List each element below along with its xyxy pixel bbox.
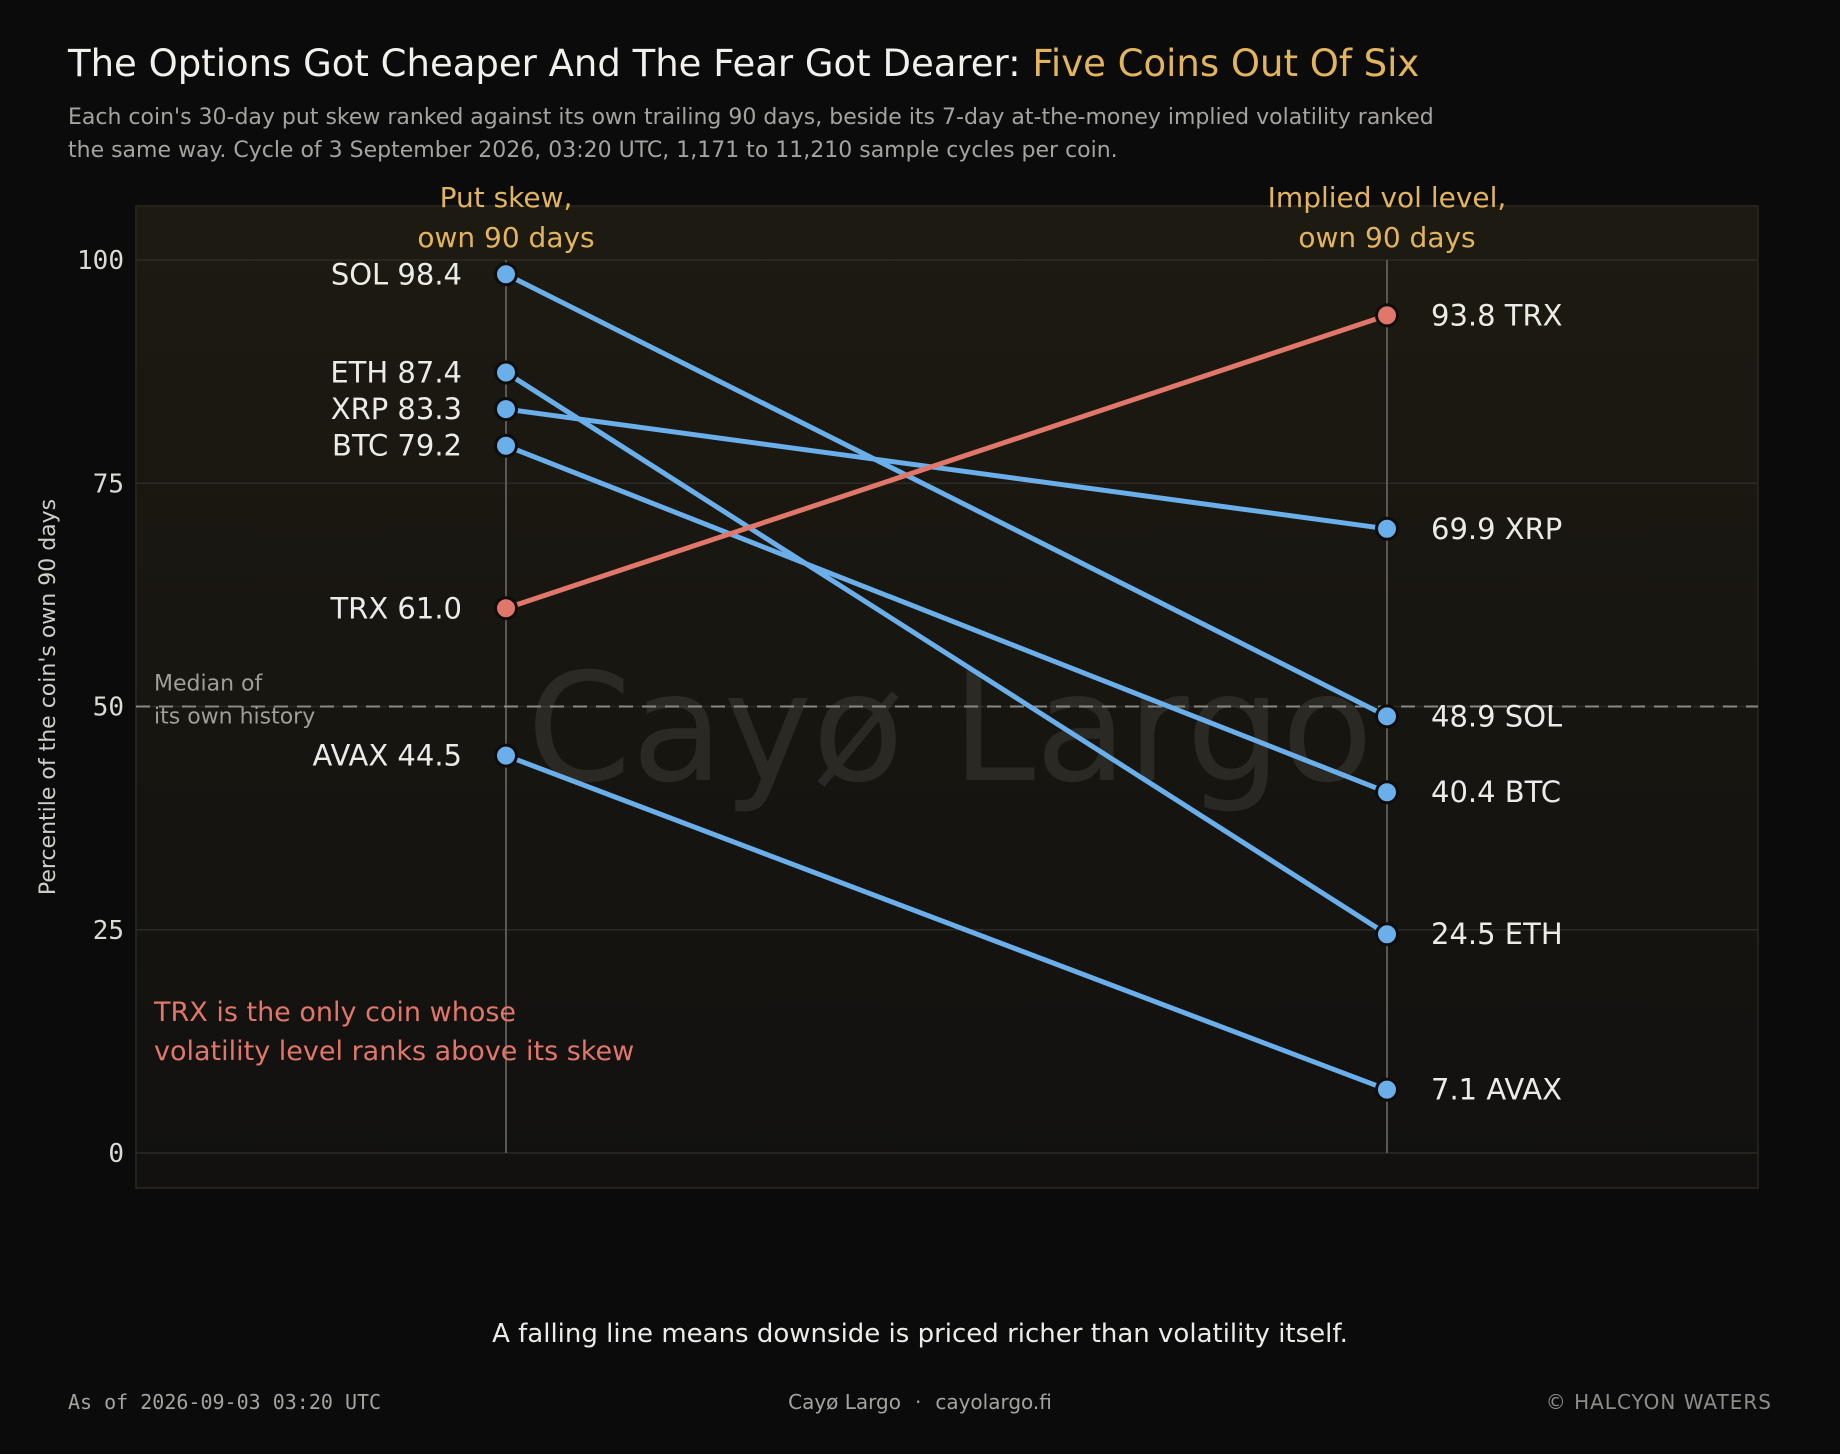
label-sol-vol: 48.9 SOL: [1431, 699, 1562, 733]
label-xrp-skew: XRP 83.3: [331, 392, 462, 426]
chart-caption: A falling line means downside is priced …: [492, 1319, 1348, 1349]
point-labels: SOL 98.4 48.9 SOL ETH 87.4 24.5 ETH XRP 83.3…: [313, 257, 1563, 1106]
point-xrp-vol: [1375, 516, 1399, 541]
footer-brand: Cayø Largo: [788, 1390, 901, 1414]
left-column-heading-line-2: own 90 days: [417, 221, 594, 254]
point-btc-vol: [1375, 780, 1399, 805]
label-xrp-vol: 69.9 XRP: [1431, 512, 1562, 546]
label-btc-vol: 40.4 BTC: [1431, 775, 1561, 809]
line-xrp: [503, 406, 1390, 532]
subtitle-line-1: Each coin's 30-day put skew ranked again…: [68, 105, 1434, 130]
point-avax-skew: [494, 743, 518, 768]
label-trx-skew: TRX 61.0: [329, 591, 462, 625]
y-tick-0: 0: [108, 1139, 124, 1169]
line-sol: [503, 271, 1390, 719]
plot-area: [135, 205, 1759, 1189]
right-column-heading-line-1: Implied vol level,: [1268, 181, 1507, 214]
y-tick-labels: 0 25 50 75 100: [77, 246, 124, 1169]
label-avax-vol: 7.1 AVAX: [1431, 1073, 1562, 1107]
title-main-text: The Options Got Cheaper And The Fear Got…: [67, 42, 1032, 85]
slope-points: [494, 262, 1399, 1102]
median-label-line-2: its own history: [154, 705, 315, 730]
y-tick-25: 25: [93, 916, 124, 946]
trx-annotation-line-1: TRX is the only coin whose: [153, 997, 516, 1028]
slope-lines: [503, 271, 1390, 1093]
median-label-line-1: Median of: [154, 672, 263, 697]
point-avax-vol: [1375, 1077, 1399, 1102]
y-tick-50: 50: [93, 693, 124, 723]
label-eth-vol: 24.5 ETH: [1431, 917, 1563, 951]
subtitle-line-2: the same way. Cycle of 3 September 2026,…: [68, 138, 1118, 163]
label-btc-skew: BTC 79.2: [332, 429, 462, 463]
line-trx: [503, 312, 1390, 611]
chart-title: The Options Got Cheaper And The Fear Got…: [67, 42, 1419, 85]
footer-separator: ·: [915, 1390, 921, 1414]
footer-credit: Cayø Largo · cayolargo.fi: [788, 1390, 1052, 1414]
point-sol-vol: [1375, 704, 1399, 729]
point-sol-skew: [494, 262, 518, 287]
watermark: Cayø Largo: [527, 642, 1373, 816]
label-trx-vol: 93.8 TRX: [1431, 298, 1563, 332]
point-eth-vol: [1375, 922, 1399, 947]
line-eth: [503, 370, 1390, 937]
y-tick-100: 100: [77, 246, 124, 276]
line-avax: [503, 753, 1390, 1093]
copyright-brand: © HALCYON WATERS: [1546, 1390, 1772, 1414]
median-reference: Median of its own history: [136, 672, 1758, 730]
right-column-heading-line-2: own 90 days: [1298, 221, 1475, 254]
point-eth-skew: [494, 360, 518, 385]
y-axis-label: Percentile of the coin's own 90 days: [36, 499, 61, 895]
point-xrp-skew: [494, 397, 518, 422]
title-accent-text: Five Coins Out Of Six: [1032, 42, 1419, 85]
label-avax-skew: AVAX 44.5: [313, 739, 462, 773]
as-of-timestamp: As of 2026-09-03 03:20 UTC: [68, 1390, 381, 1414]
point-btc-skew: [494, 433, 518, 458]
left-column-heading-line-1: Put skew,: [440, 181, 573, 214]
y-tick-75: 75: [93, 469, 124, 499]
grid-lines: [136, 259, 1758, 1154]
point-trx-skew: [494, 596, 518, 621]
point-trx-vol: [1375, 303, 1399, 328]
footer-site-link[interactable]: cayolargo.fi: [935, 1390, 1052, 1414]
label-eth-skew: ETH 87.4: [330, 356, 462, 390]
trx-annotation-line-2: volatility level ranks above its skew: [154, 1036, 634, 1067]
line-btc: [503, 443, 1390, 795]
label-sol-skew: SOL 98.4: [331, 257, 462, 291]
